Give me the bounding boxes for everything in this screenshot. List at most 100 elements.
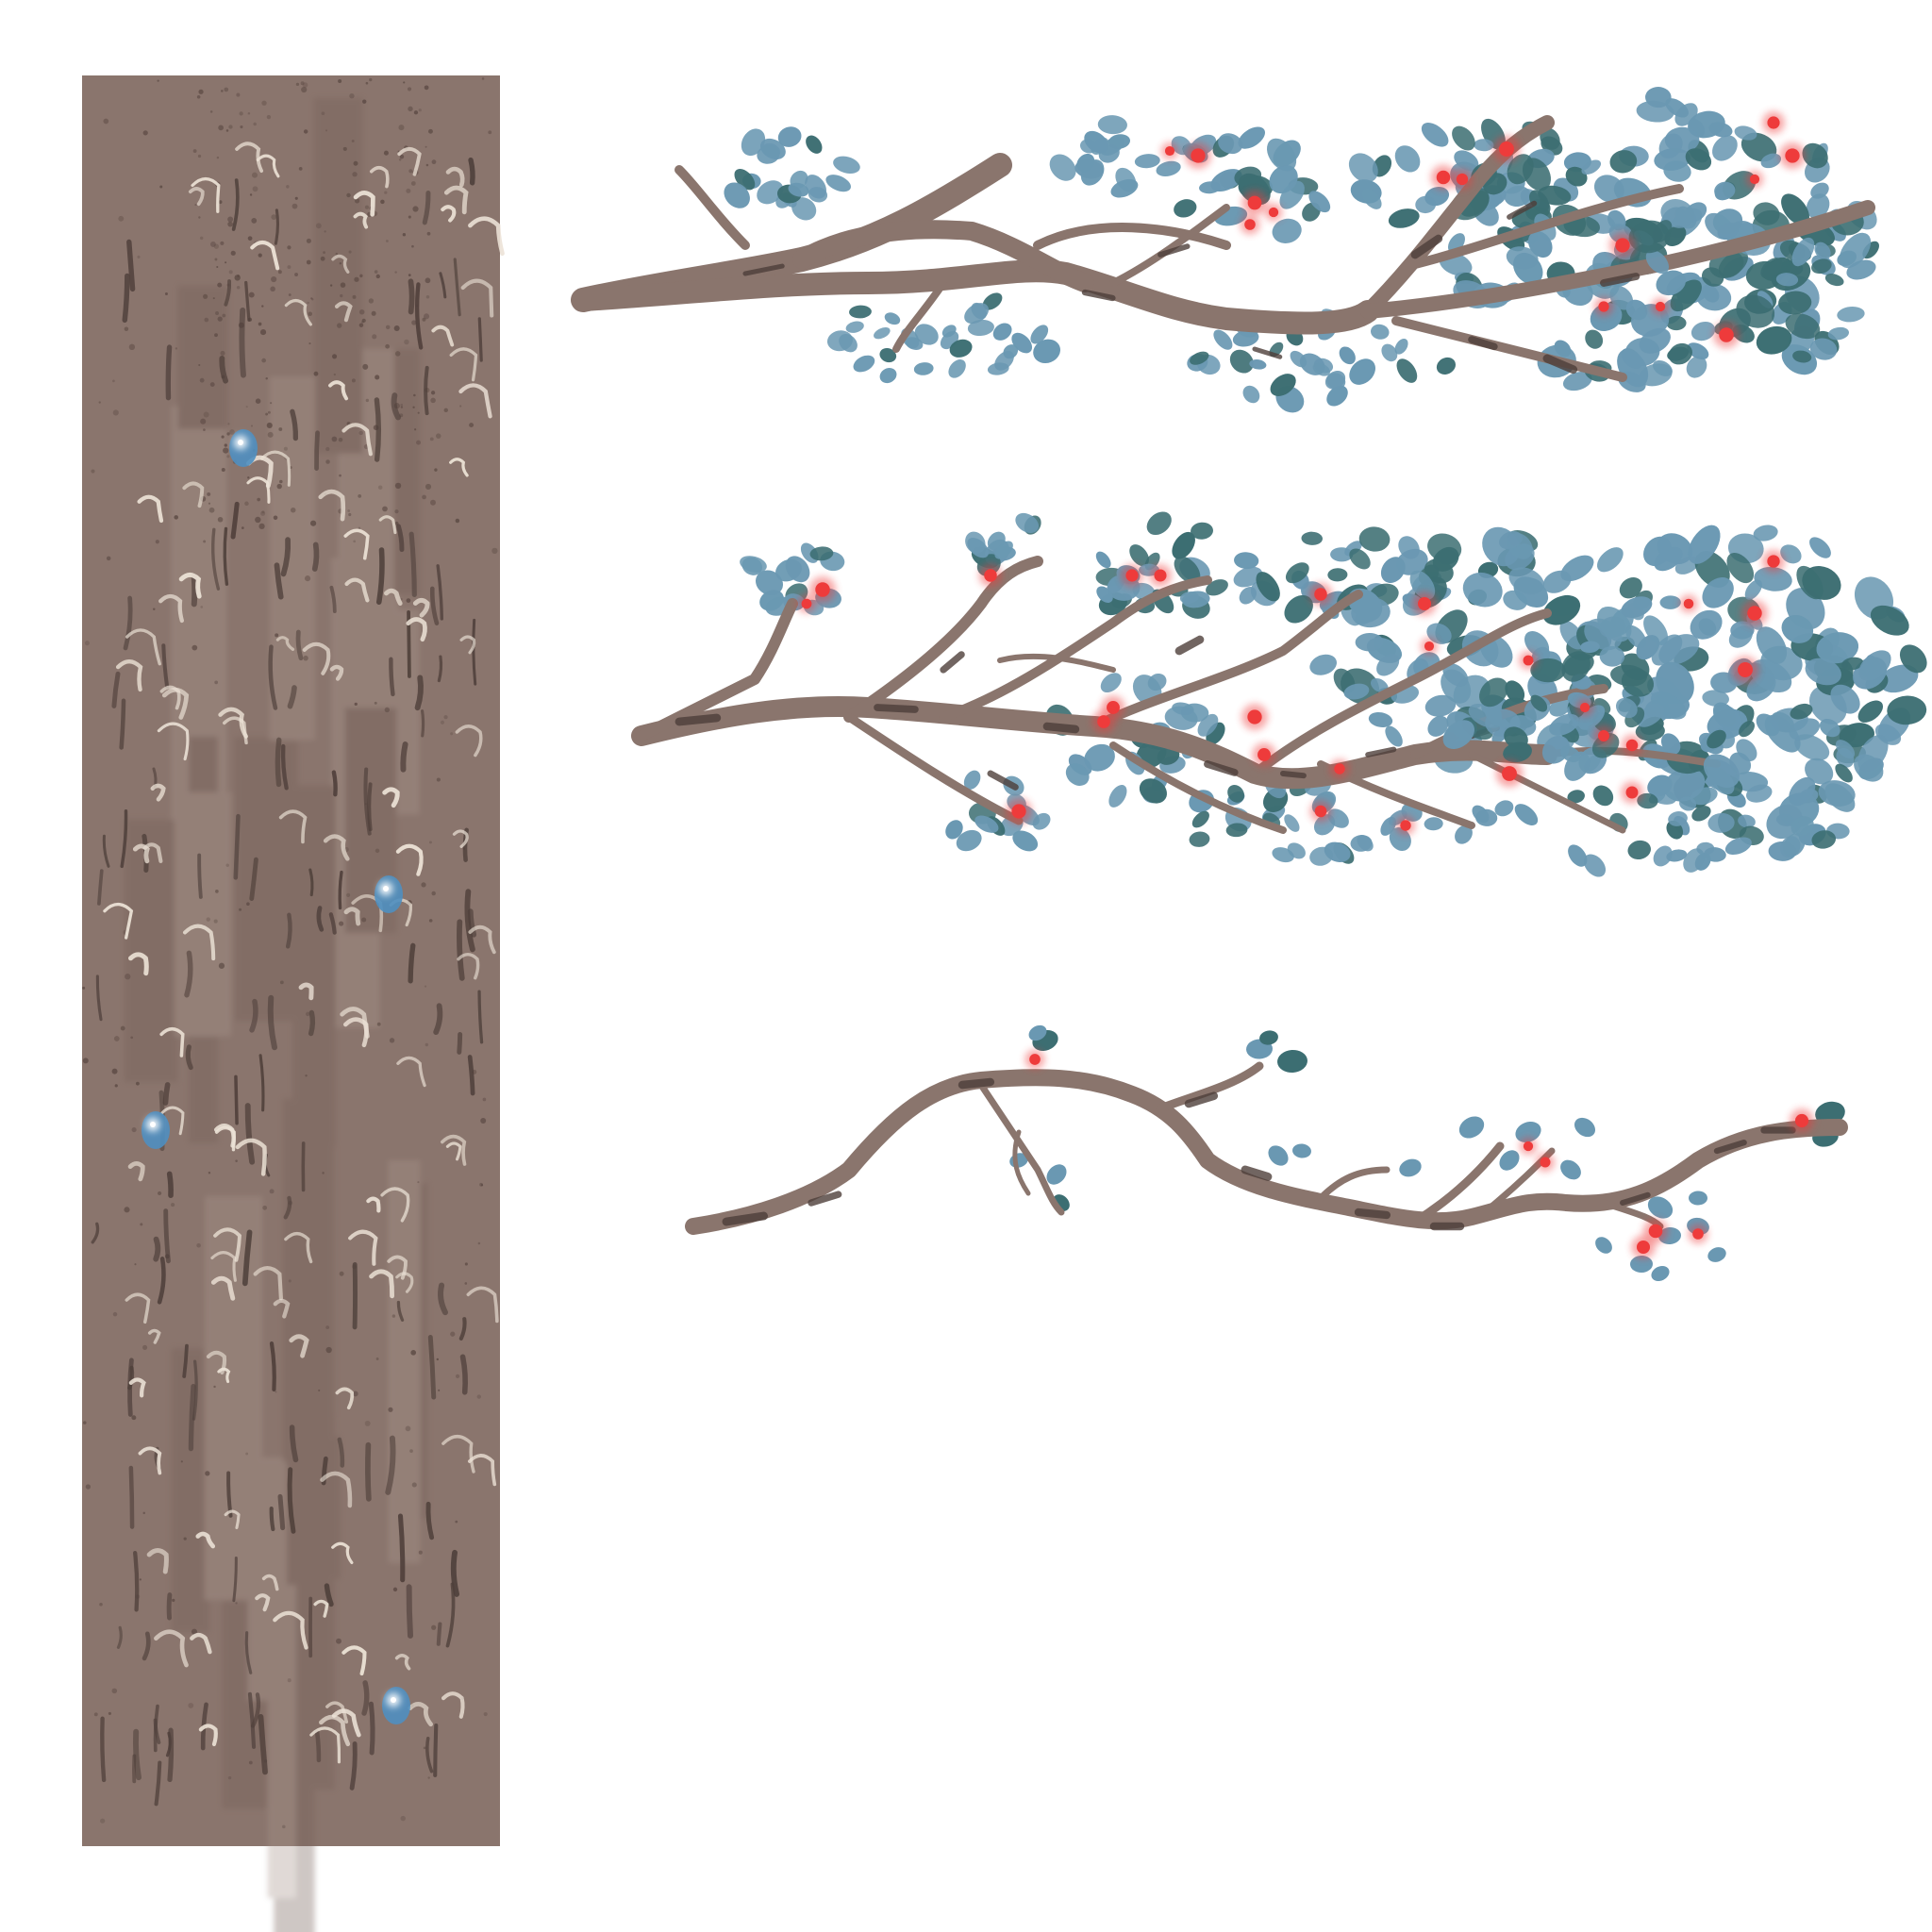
bark-light-mark (158, 593, 184, 624)
bark-speckle (124, 326, 129, 332)
bark-streak (171, 1348, 210, 1632)
branch-stroke (939, 575, 1212, 722)
bark-speckle (245, 406, 248, 408)
leaf (1760, 258, 1783, 279)
bark-dark-mark (184, 950, 193, 998)
bark-light-mark (128, 952, 149, 976)
bark-speckle (221, 468, 225, 472)
bark-speckle (214, 258, 218, 261)
bark-speckle (288, 293, 291, 296)
leaf (1015, 512, 1040, 534)
leaf (1381, 343, 1398, 362)
bark-speckle (431, 1624, 437, 1630)
leaf (791, 197, 817, 221)
leaf (1549, 713, 1579, 736)
bark-light-mark (380, 1187, 410, 1223)
bark-dark-mark (95, 974, 103, 1022)
bark-speckle (425, 277, 431, 284)
berry (1417, 596, 1432, 611)
leaf (1879, 664, 1919, 693)
branch-stroke (892, 279, 947, 353)
leaf (1134, 154, 1160, 169)
bark-dark-mark (154, 1760, 162, 1807)
bark-dark-mark (249, 998, 258, 1033)
branch-knot (1354, 1208, 1391, 1220)
bark-speckle (125, 974, 131, 980)
bark-speckle (422, 494, 426, 500)
leaf (1266, 138, 1297, 172)
bark-speckle (386, 240, 389, 242)
leaf (1593, 175, 1624, 203)
bark-speckle (331, 436, 338, 442)
bark-speckle (434, 468, 438, 472)
bark-speckle (174, 515, 178, 520)
leaf (1690, 321, 1716, 341)
bark-streak (267, 1585, 296, 1898)
leaf (913, 362, 934, 375)
bark-dark-mark (436, 564, 444, 621)
bark-speckle (422, 317, 426, 322)
bark-dark-mark (425, 1736, 434, 1774)
leaf (1585, 329, 1604, 349)
bark-speckle (436, 777, 441, 782)
bark-speckle (358, 430, 363, 436)
leaf (1529, 190, 1550, 213)
bark-speckle (215, 311, 220, 315)
bark-speckle (310, 297, 313, 300)
leaf (1197, 713, 1219, 737)
bark-speckle (411, 244, 414, 248)
bark-light-mark (408, 1702, 434, 1727)
bark-speckle (424, 985, 427, 988)
bark-light-mark (183, 924, 216, 961)
bark-light-mark (154, 1629, 189, 1668)
bark-light-mark (198, 1724, 218, 1747)
branch-stroke (844, 712, 1024, 825)
bark-dark-mark (274, 562, 284, 600)
leaf (1436, 357, 1456, 375)
bark-dark-mark (308, 868, 314, 897)
leaf (1714, 181, 1736, 200)
bark-light-mark (387, 1255, 408, 1280)
bark-speckle (362, 99, 367, 104)
bark-speckle (371, 310, 376, 316)
bark-speckle (342, 146, 347, 151)
leaf (1385, 725, 1403, 747)
bark-streak (393, 348, 421, 595)
leaf (1324, 371, 1346, 390)
bark-speckle (375, 1357, 379, 1360)
bark-speckle (425, 294, 430, 299)
bark-speckle (130, 1036, 134, 1040)
leaf (1835, 763, 1853, 783)
leaf (1312, 362, 1331, 376)
leaf (1781, 193, 1809, 225)
leaf (982, 292, 1003, 310)
leaf (741, 128, 766, 157)
bark-speckle (346, 192, 351, 198)
bark-dark-mark (116, 1625, 123, 1649)
bark-speckle (426, 231, 431, 236)
bark-speckle (329, 284, 333, 287)
leaf (1583, 854, 1607, 877)
bark-speckle (239, 908, 242, 911)
bark-speckle (253, 122, 257, 126)
bark-speckle (413, 110, 419, 115)
leaf (967, 319, 994, 337)
bark-speckle (339, 1271, 344, 1276)
branch-knot (1184, 1091, 1219, 1108)
bark-speckle (403, 81, 406, 84)
bark-speckle (270, 402, 273, 405)
leaf (1805, 758, 1834, 785)
bark-speckle (213, 1385, 216, 1389)
bark-speckle (111, 1068, 118, 1074)
bark-dark-mark (414, 675, 424, 711)
bark-light-mark (273, 1610, 308, 1650)
bark-speckle (321, 111, 325, 116)
bark-dark-mark (249, 857, 258, 901)
leaf (1686, 356, 1707, 378)
bark-speckle (258, 253, 262, 258)
bark-light-mark (284, 298, 312, 326)
bark-speckle (91, 469, 95, 474)
berry (1738, 662, 1753, 677)
leaf (1218, 133, 1243, 155)
